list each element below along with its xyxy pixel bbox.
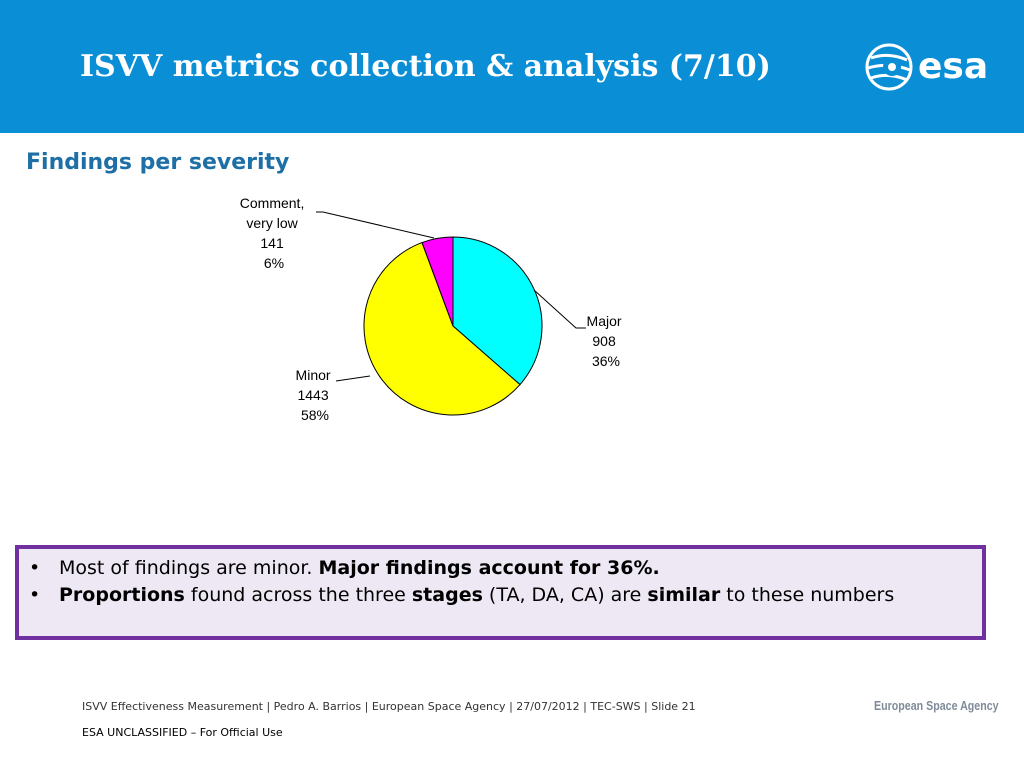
- key-finding-2-text-3: stages: [411, 584, 483, 606]
- esa-logo-text: esa: [918, 46, 988, 87]
- footer-text: ISVV Effectiveness Measurement | Pedro A…: [82, 700, 696, 713]
- severity-pie-chart: Major 908 36% Minor 1443 58% Comment, ve…: [240, 195, 626, 423]
- label-comment-name-line2: very low: [246, 215, 298, 231]
- header-banner: ISVV metrics collection & analysis (7/10…: [0, 0, 1024, 133]
- key-finding-1-text-1: Most of findings are minor.: [59, 557, 319, 579]
- key-finding-2-text-1: Proportions: [59, 584, 185, 606]
- footer-org-name: European Space Agency: [874, 698, 999, 713]
- label-minor-percent: 58%: [301, 407, 329, 423]
- esa-globe-icon: [865, 43, 913, 91]
- label-major: Major 908 36%: [587, 313, 626, 369]
- leader-line-major: [533, 289, 586, 329]
- slide-title: ISVV metrics collection & analysis (7/10…: [80, 49, 771, 84]
- label-minor-value: 1443: [297, 387, 328, 403]
- pie-slice-comment: [421, 236, 454, 327]
- chart-heading: Findings per severity: [26, 150, 290, 175]
- label-major-name: Major: [587, 313, 622, 329]
- label-major-percent: 36%: [592, 353, 620, 369]
- label-major-value: 908: [592, 333, 616, 349]
- key-findings-box: Most of findings are minor. Major findin…: [15, 545, 986, 640]
- label-comment-percent: 6%: [264, 255, 284, 271]
- label-comment-value: 141: [260, 235, 284, 251]
- leader-line-minor: [335, 375, 371, 382]
- label-minor-name: Minor: [296, 367, 331, 383]
- key-finding-1-text-2: Major findings account for 36%.: [318, 557, 660, 579]
- classification-label: ESA UNCLASSIFIED – For Official Use: [82, 726, 283, 739]
- esa-logo: esa: [865, 43, 988, 91]
- key-finding-2-text-2: found across the three: [184, 584, 412, 606]
- label-comment: Comment, very low 141 6%: [240, 195, 308, 271]
- key-finding-2-text-5: similar: [647, 584, 721, 606]
- label-comment-name-line1: Comment,: [240, 195, 305, 211]
- label-minor: Minor 1443 58%: [296, 367, 335, 423]
- key-finding-2: Proportions found across the three stage…: [19, 582, 982, 609]
- pie-slice-major: [452, 236, 543, 386]
- key-finding-2-text-4: (TA, DA, CA) are: [482, 584, 648, 606]
- key-finding-2-text-6: to these numbers: [720, 584, 895, 606]
- key-findings-list: Most of findings are minor. Major findin…: [19, 555, 982, 609]
- leader-lines: [316, 211, 586, 382]
- key-finding-1: Most of findings are minor. Major findin…: [19, 555, 982, 582]
- pie-slices: [363, 236, 543, 416]
- pie-slice-minor: [363, 241, 521, 416]
- leader-line-comment: [316, 211, 435, 239]
